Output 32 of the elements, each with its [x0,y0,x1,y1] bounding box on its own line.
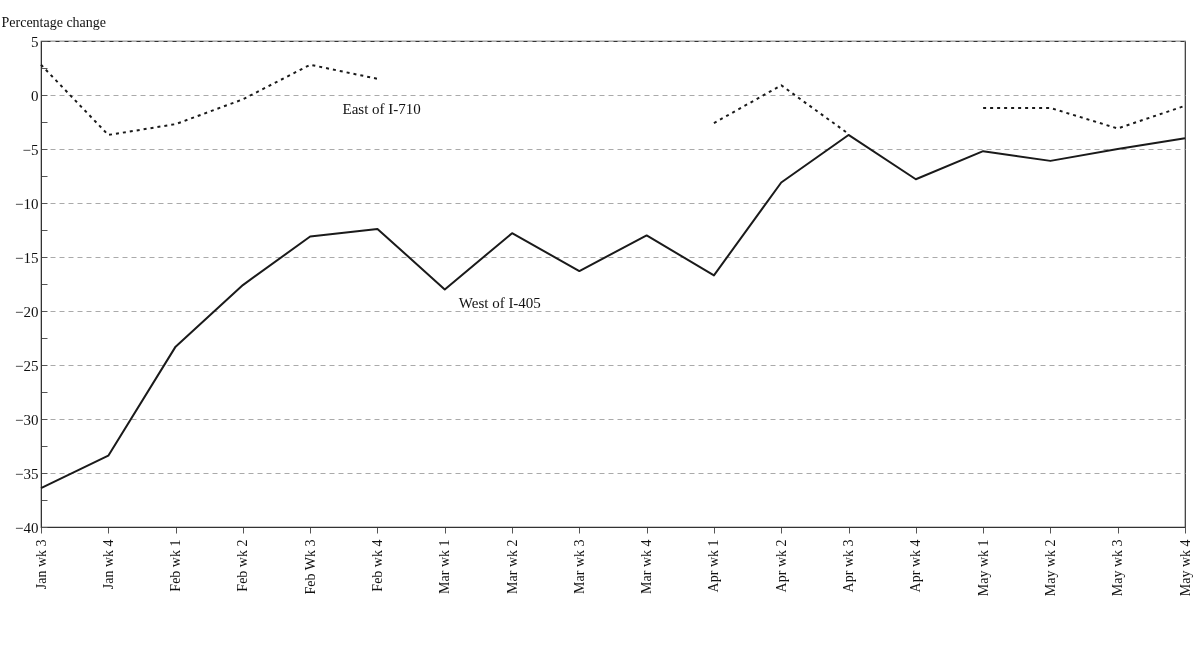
y-tick-label: −20 [15,303,39,320]
x-tick-label: May wk 2 [1042,539,1058,597]
line-series [40,133,1186,490]
x-tick-label: Apr wk 1 [706,539,722,593]
x-tick-label: Jan wk 3 [33,539,49,590]
x-tick-label: Feb wk 4 [369,539,385,592]
x-tick-label: Apr wk 4 [908,539,924,593]
y-axis-title: Percentage change [1,14,107,30]
series-label: West of I-405 [458,295,541,312]
y-tick-label: −30 [15,411,39,428]
x-tick-label: May wk 3 [1110,539,1126,597]
series-label: East of I-710 [342,100,421,117]
x-tick-label: Feb wk 2 [235,539,251,592]
y-tick-label: −35 [15,465,39,482]
x-tick-label: May wk 1 [975,539,991,597]
x-tick-label: Feb Wk 3 [302,539,318,595]
x-tick-label: Feb wk 1 [168,539,184,592]
y-tick-label: −40 [15,519,39,536]
x-tick-label: Apr wk 3 [841,539,857,593]
x-tick-label: Mar wk 1 [437,539,453,594]
x-tick-label: Jan wk 4 [100,539,116,590]
y-tick-label: 5 [31,33,39,50]
x-tick-label: Mar wk 3 [571,539,587,594]
x-tick-label: Mar wk 4 [639,539,655,594]
y-tick-label: −10 [15,195,39,212]
y-tick-label: −15 [15,249,39,266]
x-tick-label: Apr wk 2 [773,539,789,593]
y-tick-label: −5 [22,141,39,158]
y-tick-label: −25 [15,357,39,374]
x-tick-label: Mar wk 2 [504,539,520,594]
x-tick-label: May wk 4 [1177,539,1193,597]
y-tick-label: 0 [31,87,39,104]
